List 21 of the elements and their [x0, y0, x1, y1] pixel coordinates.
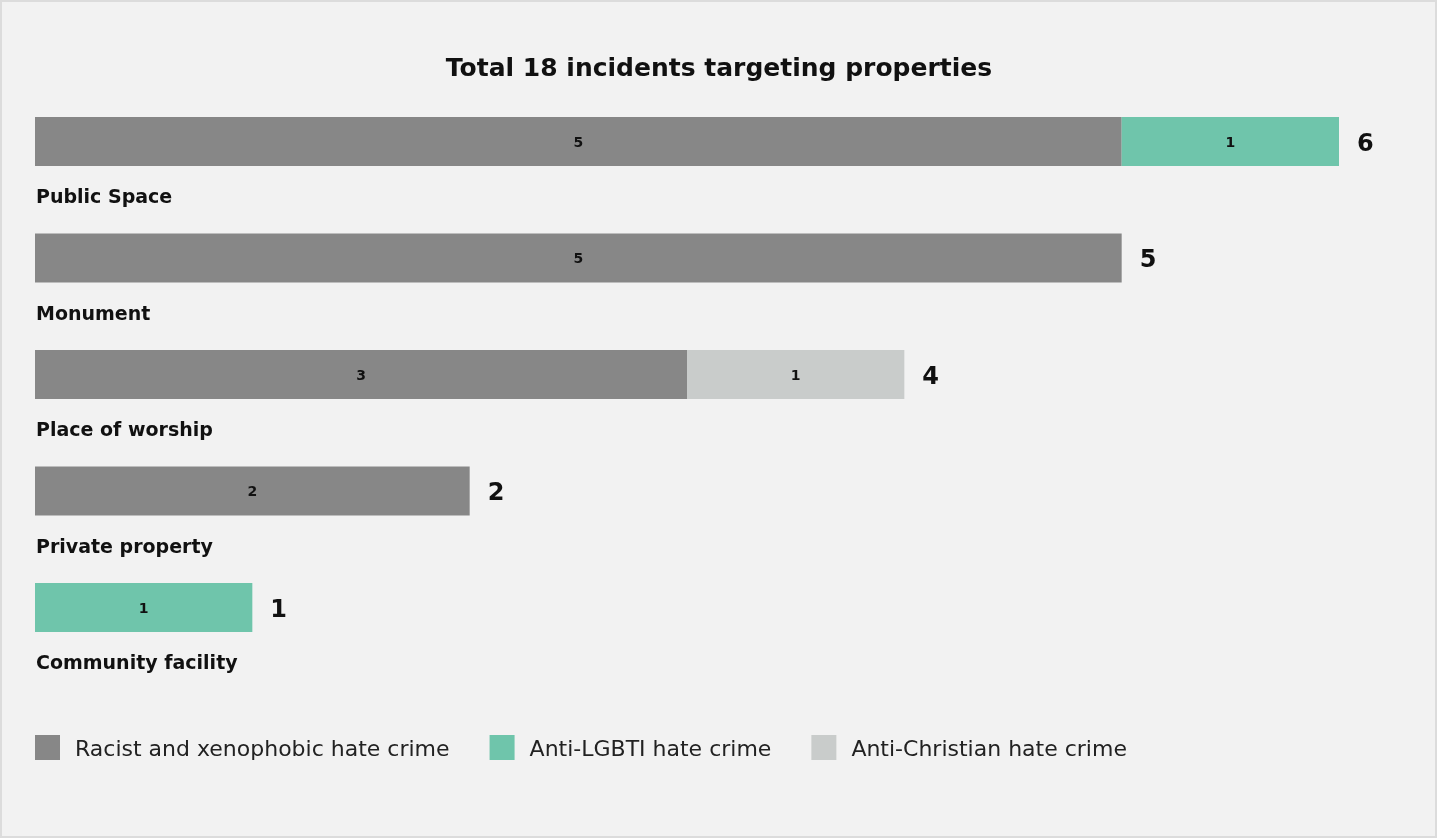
total-label: 1	[270, 594, 288, 623]
data-label: 1	[1225, 133, 1236, 150]
y-tick-label: Private property	[36, 534, 214, 557]
total-label: 6	[1357, 128, 1374, 157]
chart-title: Total 18 incidents targeting properties	[445, 53, 993, 82]
data-label: 5	[573, 133, 584, 150]
total-label: 4	[922, 361, 940, 390]
data-label: 1	[138, 599, 149, 616]
data-label: 1	[790, 366, 801, 383]
data-label: 5	[573, 250, 584, 266]
legend-label: Racist and xenophobic hate crime	[75, 736, 450, 761]
legend-label: Anti-Christian hate crime	[851, 736, 1127, 761]
y-tick-label: Monument	[36, 301, 151, 324]
data-label: 3	[356, 366, 366, 383]
total-label: 2	[487, 478, 505, 506]
y-tick-label: Place of worship	[36, 418, 213, 440]
legend-label: Anti-LGBTI hate crime	[529, 736, 772, 761]
y-tick-label: Public Space	[36, 185, 173, 207]
y-tick-label: Community facility	[36, 651, 239, 673]
data-label: 2	[247, 483, 258, 499]
total-label: 5	[1139, 245, 1157, 273]
